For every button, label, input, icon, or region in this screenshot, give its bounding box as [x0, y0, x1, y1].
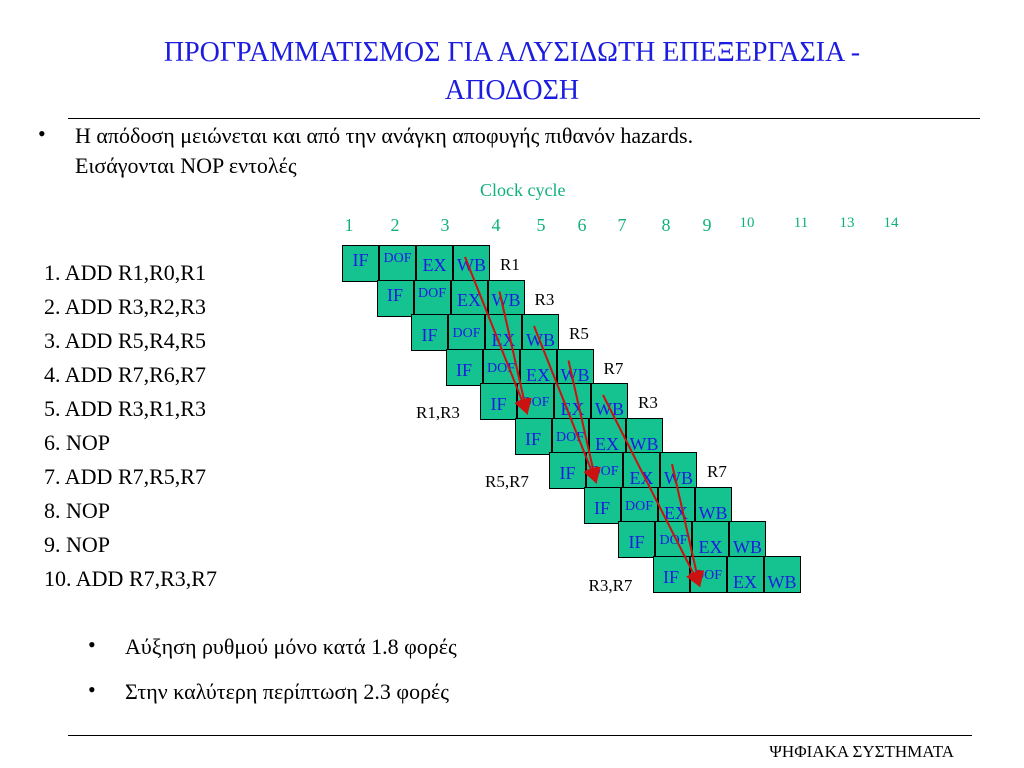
register-label: R3 — [638, 393, 658, 412]
instruction-item: 8. NOP — [44, 498, 111, 523]
pipeline-stage-dof: DOF — [448, 314, 485, 351]
register-label: R5 — [569, 324, 589, 343]
bullet-best-case: Στην καλύτερη περίπτωση 2.3 φορές — [125, 679, 450, 704]
cycle-number: 5 — [536, 215, 546, 235]
pipeline-stage-wb: WB — [660, 452, 697, 489]
pipeline-stage-if: IF — [411, 314, 448, 351]
pipeline-stage-wb: WB — [453, 245, 490, 282]
clock-cycle-label: Clock cycle — [480, 180, 566, 200]
pipeline-stage-wb: WB — [556, 348, 594, 386]
title-divider — [68, 118, 980, 119]
pipeline-stage-dof: DOF — [620, 486, 658, 524]
pipeline-stage-dof: DOF — [517, 383, 554, 420]
instruction-item: 10. ADD R7,R3,R7 — [44, 566, 217, 591]
title-line-1: ΠΡΟΓΡΑΜΜΑΤΙΣΜΟΣ ΓΙΑ ΑΛΥΣΙΔΩΤΗ ΕΠΕΞΕΡΓΑΣΙ… — [163, 37, 861, 68]
pipeline-stage-ex: EX — [416, 245, 453, 282]
cycle-number: 4 — [491, 215, 501, 235]
pipeline-stage-if: IF — [583, 486, 621, 524]
register-label: R7 — [603, 358, 624, 378]
cycle-number: 2 — [390, 215, 400, 235]
instruction-item: 5. ADD R3,R1,R3 — [44, 396, 206, 421]
instruction-item: 6. NOP — [44, 430, 111, 455]
pipeline-stage-wb: WB — [694, 486, 732, 524]
pipeline-stage-if: IF — [376, 279, 414, 317]
pipeline-stage-wb: WB — [625, 417, 663, 455]
pipeline-stage-dof: DOF — [689, 555, 727, 593]
cycle-number: 14 — [883, 215, 899, 231]
bullet-dot: • — [38, 121, 46, 146]
bullet-dot: • — [88, 677, 96, 702]
pipeline-stage-ex: EX — [623, 452, 660, 489]
instruction-item: 1. ADD R1,R0,R1 — [44, 260, 206, 285]
register-label: R1,R3 — [416, 403, 460, 422]
pipeline-stage-dof: DOF — [655, 521, 692, 558]
pipeline-stage-wb: WB — [591, 383, 628, 420]
cycle-number: 3 — [440, 215, 450, 235]
cycle-number: 13 — [839, 215, 855, 231]
pipeline-stage-if: IF — [549, 452, 586, 489]
cycle-number: 7 — [617, 215, 627, 235]
pipeline-stage-wb: WB — [522, 314, 559, 351]
pipeline-stage-ex: EX — [519, 348, 557, 386]
register-label: R5,R7 — [485, 472, 529, 491]
pipeline-stage-wb: WB — [763, 555, 801, 593]
instruction-item: 7. ADD R7,R5,R7 — [44, 464, 206, 489]
pipeline-stage-dof: DOF — [586, 452, 623, 489]
cycle-number: 11 — [793, 215, 809, 231]
pipeline-stage-ex: EX — [726, 555, 764, 593]
pipeline-stage-if: IF — [342, 245, 379, 282]
footer-divider — [68, 735, 972, 736]
pipeline-stage-dof: DOF — [551, 417, 589, 455]
cycle-number: 10 — [739, 215, 755, 231]
register-label: R3 — [534, 289, 555, 309]
pipeline-stage-dof: DOF — [413, 279, 451, 317]
pipeline-stage-wb: WB — [729, 521, 766, 558]
register-label: R7 — [707, 462, 727, 481]
bullet-speedup: Αύξηση ρυθμού μόνο κατά 1.8 φορές — [125, 634, 457, 659]
pipeline-stage-if: IF — [480, 383, 517, 420]
instruction-item: 3. ADD R5,R4,R5 — [44, 328, 206, 353]
pipeline-stage-ex: EX — [588, 417, 626, 455]
register-label: R3,R7 — [588, 575, 633, 595]
pipeline-stage-if: IF — [445, 348, 483, 386]
pipeline-stage-dof: DOF — [482, 348, 520, 386]
cycle-number: 6 — [577, 215, 587, 235]
bullet-dot: • — [88, 632, 96, 657]
pipeline-stage-wb: WB — [487, 279, 525, 317]
cycle-number: 9 — [702, 215, 712, 235]
pipeline-stage-ex: EX — [554, 383, 591, 420]
instruction-item: 9. NOP — [44, 532, 111, 557]
pipeline-stage-if: IF — [618, 521, 655, 558]
cycle-number: 8 — [661, 215, 671, 235]
bullet-hazards-line-2: Εισάγονται NOP εντολές — [75, 153, 297, 178]
pipeline-stage-ex: EX — [450, 279, 488, 317]
instruction-item: 2. ADD R3,R2,R3 — [44, 294, 206, 319]
pipeline-stage-dof: DOF — [379, 245, 416, 282]
pipeline-stage-ex: EX — [692, 521, 729, 558]
register-label: R1 — [500, 255, 520, 274]
bullet-hazards-line-1: Η απόδοση μειώνεται και από την ανάγκη α… — [75, 123, 694, 148]
bullet-hazards: Η απόδοση μειώνεται και από την ανάγκη α… — [75, 121, 693, 181]
slide-title: ΠΡΟΓΡΑΜΜΑΤΙΣΜΟΣ ΓΙΑ ΑΛΥΣΙΔΩΤΗ ΕΠΕΞΕΡΓΑΣΙ… — [0, 34, 1024, 110]
instruction-item: 4. ADD R7,R6,R7 — [44, 362, 206, 387]
pipeline-stage-if: IF — [652, 555, 690, 593]
pipeline-stage-ex: EX — [657, 486, 695, 524]
cycle-number: 1 — [344, 215, 354, 235]
pipeline-stage-if: IF — [514, 417, 552, 455]
footer-label: ΨΗΦΙΑΚΑ ΣΥΣΤΗΜΑΤΑ — [769, 742, 954, 761]
pipeline-stage-ex: EX — [485, 314, 522, 351]
title-line-2: ΑΠΟΔΟΣΗ — [444, 75, 580, 106]
